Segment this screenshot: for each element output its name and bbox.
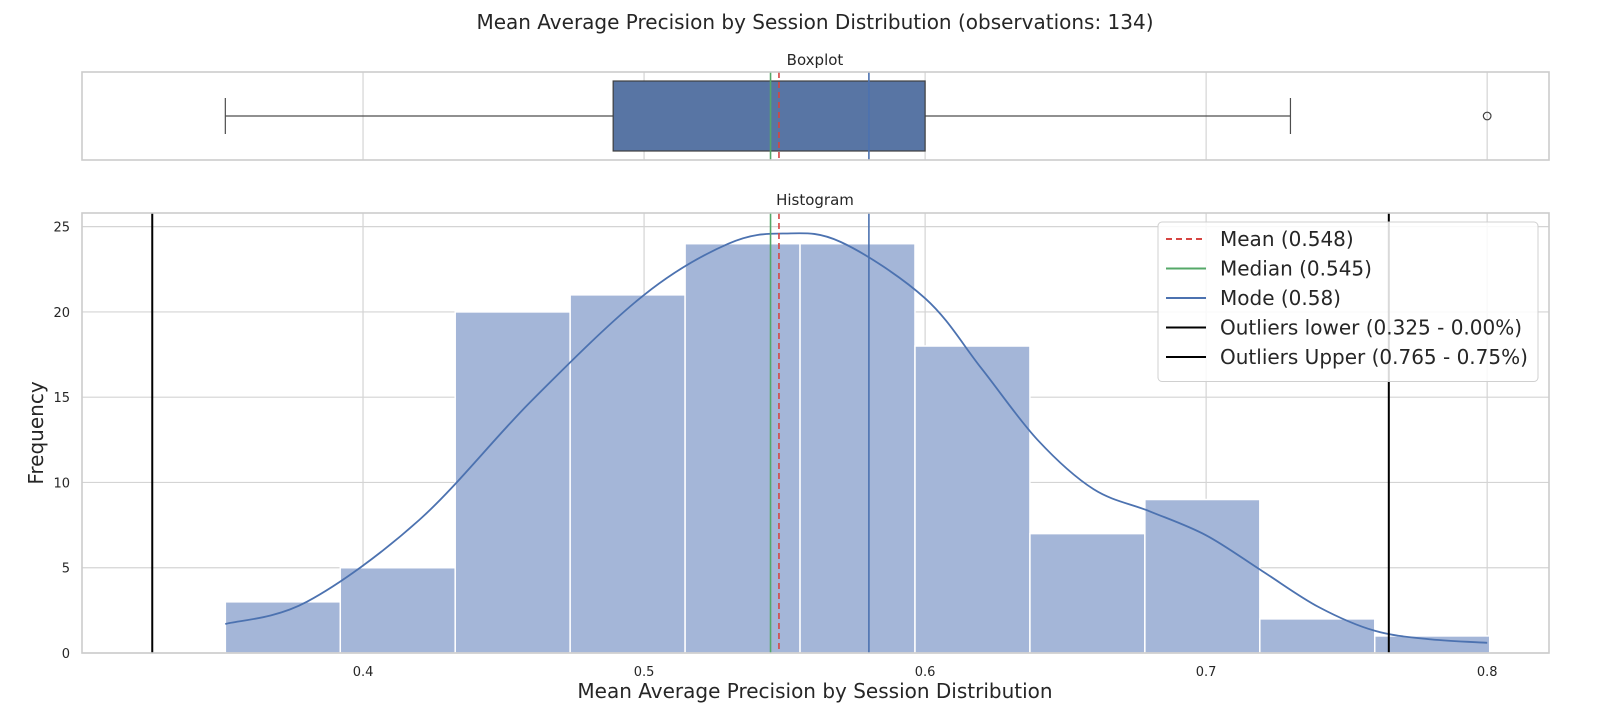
x-axis-ticks: 0.4 0.5 0.6 0.7 0.8 — [353, 665, 1498, 680]
legend-label: Outliers lower (0.325 - 0.00%) — [1220, 316, 1522, 340]
legend: Mean (0.548) Median (0.545) Mode (0.58) Out… — [1157, 221, 1539, 382]
legend-label: Outliers Upper (0.765 - 0.75%) — [1220, 345, 1528, 369]
y-tick-label: 5 — [62, 562, 70, 577]
x-tick-label: 0.6 — [915, 665, 936, 680]
figure-title: Mean Average Precision by Session Distri… — [476, 10, 1153, 34]
y-axis-label: Frequency — [24, 381, 48, 484]
x-tick-label: 0.8 — [1477, 665, 1498, 680]
histogram-bar — [454, 311, 571, 654]
boxplot-flier — [1482, 111, 1492, 121]
histogram-frame — [81, 212, 1550, 654]
box-iqr — [612, 80, 926, 152]
x-tick-label: 0.4 — [353, 665, 374, 680]
legend-label: Mode (0.58) — [1220, 286, 1341, 310]
y-tick-label: 10 — [53, 476, 70, 491]
y-tick-label: 20 — [53, 306, 70, 321]
x-tick-label: 0.5 — [634, 665, 655, 680]
histogram-bar — [339, 566, 456, 654]
y-tick-label: 15 — [53, 391, 70, 406]
histogram-bar — [1144, 498, 1261, 654]
histogram-bar — [1259, 618, 1376, 654]
y-axis-ticks: 0 5 10 15 20 25 — [53, 221, 70, 662]
histogram-bar — [1029, 532, 1146, 654]
y-tick-label: 0 — [62, 647, 70, 662]
legend-label: Mean (0.548) — [1220, 227, 1354, 251]
histogram-bar — [799, 242, 916, 654]
boxplot — [224, 80, 1492, 152]
legend-label: Median (0.545) — [1220, 257, 1372, 281]
legend-box — [1157, 221, 1539, 382]
boxplot-title: Boxplot — [787, 51, 844, 69]
histogram-bar — [569, 294, 686, 654]
histogram-title: Histogram — [776, 191, 854, 209]
histogram-bars — [224, 242, 1491, 654]
histogram-bar — [914, 345, 1031, 654]
x-axis-label: Mean Average Precision by Session Distri… — [577, 679, 1052, 703]
x-tick-label: 0.7 — [1196, 665, 1217, 680]
boxplot-frame — [81, 71, 1550, 161]
y-tick-label: 25 — [53, 221, 70, 236]
histogram-bar — [684, 242, 801, 654]
boxplot-stat-lines — [769, 72, 870, 160]
histogram-bar — [224, 601, 342, 654]
histogram-bar — [1374, 635, 1491, 654]
kde-curve — [225, 232, 1488, 644]
